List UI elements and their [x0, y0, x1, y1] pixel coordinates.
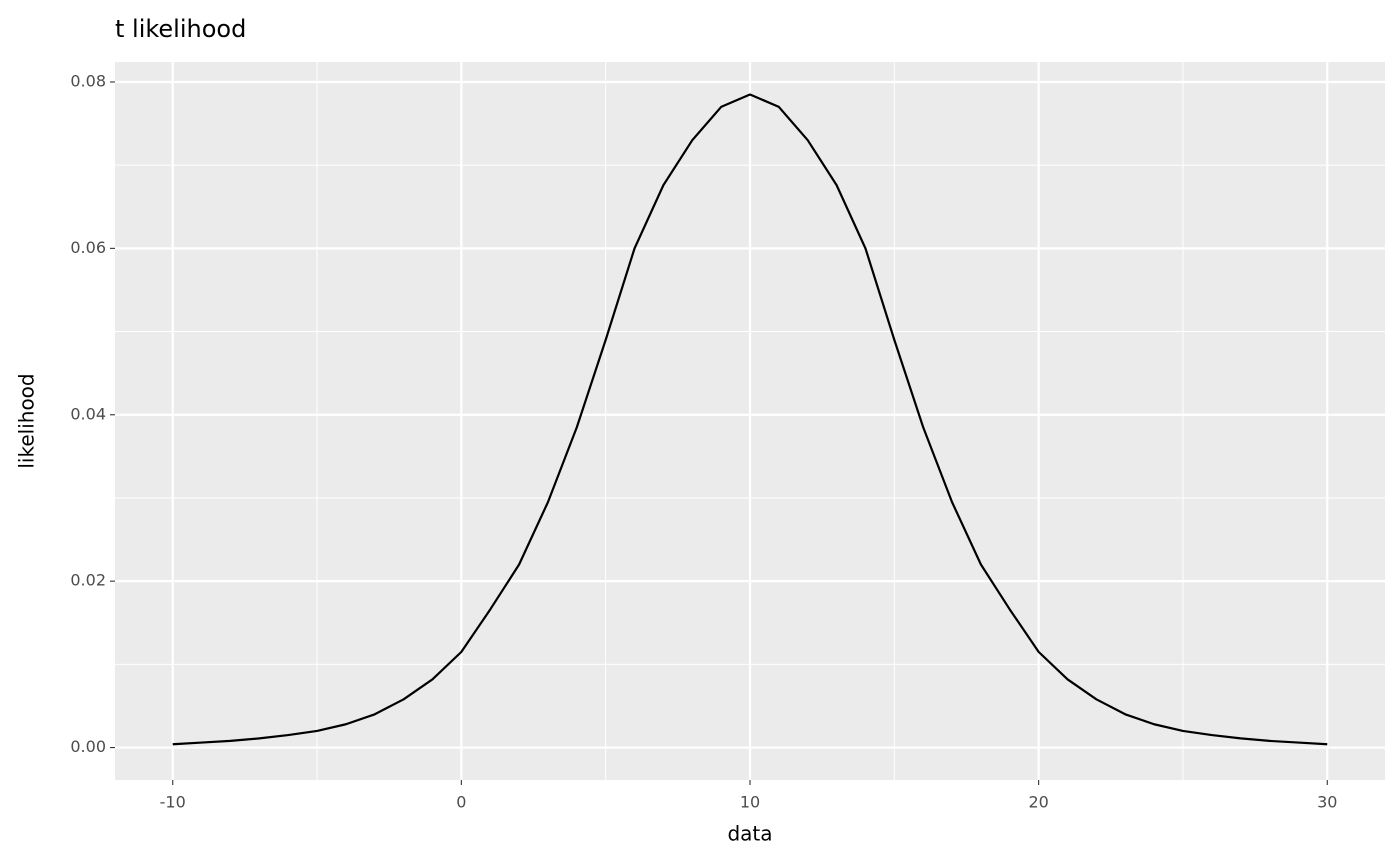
- x-tick-label: 30: [1317, 793, 1337, 812]
- x-axis-title: data: [727, 822, 772, 846]
- y-tick-label: 0.02: [70, 571, 106, 590]
- y-tick-label: 0.06: [70, 238, 106, 257]
- y-axis-title: likelihood: [15, 373, 39, 468]
- chart-title: t likelihood: [115, 15, 246, 43]
- y-tick-label: 0.04: [70, 404, 106, 423]
- x-tick-label: 0: [456, 793, 466, 812]
- x-tick-label: 20: [1028, 793, 1048, 812]
- y-tick-label: 0.08: [70, 71, 106, 90]
- x-tick-label: 10: [740, 793, 760, 812]
- line: [172, 93, 1328, 746]
- y-tick-label: 0.00: [70, 737, 106, 756]
- x-tick-label: -10: [160, 793, 186, 812]
